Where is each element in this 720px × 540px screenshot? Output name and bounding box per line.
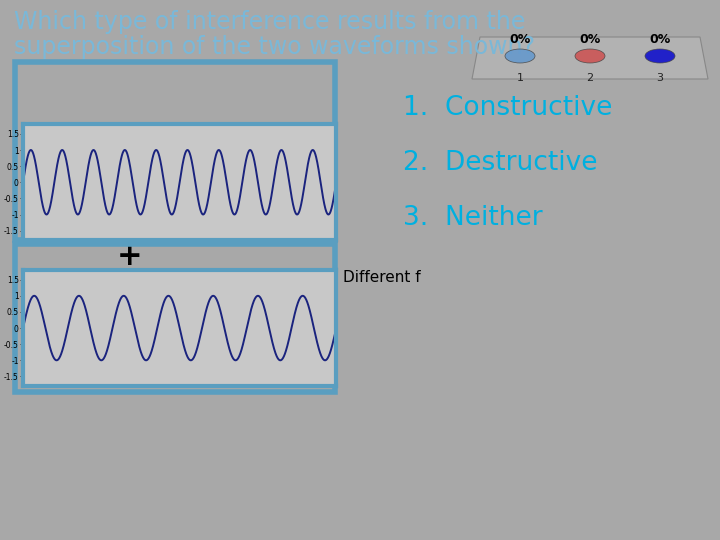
Text: +: + <box>117 242 143 271</box>
Text: 2: 2 <box>586 73 593 83</box>
Text: 3.  Neither: 3. Neither <box>403 205 543 231</box>
Polygon shape <box>472 37 708 79</box>
Text: superposition of the two waveforms shown?: superposition of the two waveforms shown… <box>14 35 535 59</box>
Text: Which type of interference results from the: Which type of interference results from … <box>14 10 526 34</box>
Text: 1.  Constructive: 1. Constructive <box>403 95 613 121</box>
Text: 2.  Destructive: 2. Destructive <box>403 150 598 176</box>
Ellipse shape <box>645 49 675 63</box>
Text: 3: 3 <box>657 73 664 83</box>
Ellipse shape <box>575 49 605 63</box>
Text: 0%: 0% <box>649 33 670 46</box>
Text: Different f: Different f <box>343 270 420 285</box>
Text: 0%: 0% <box>509 33 531 46</box>
Ellipse shape <box>505 49 535 63</box>
Text: 0%: 0% <box>580 33 600 46</box>
Text: 1: 1 <box>516 73 523 83</box>
